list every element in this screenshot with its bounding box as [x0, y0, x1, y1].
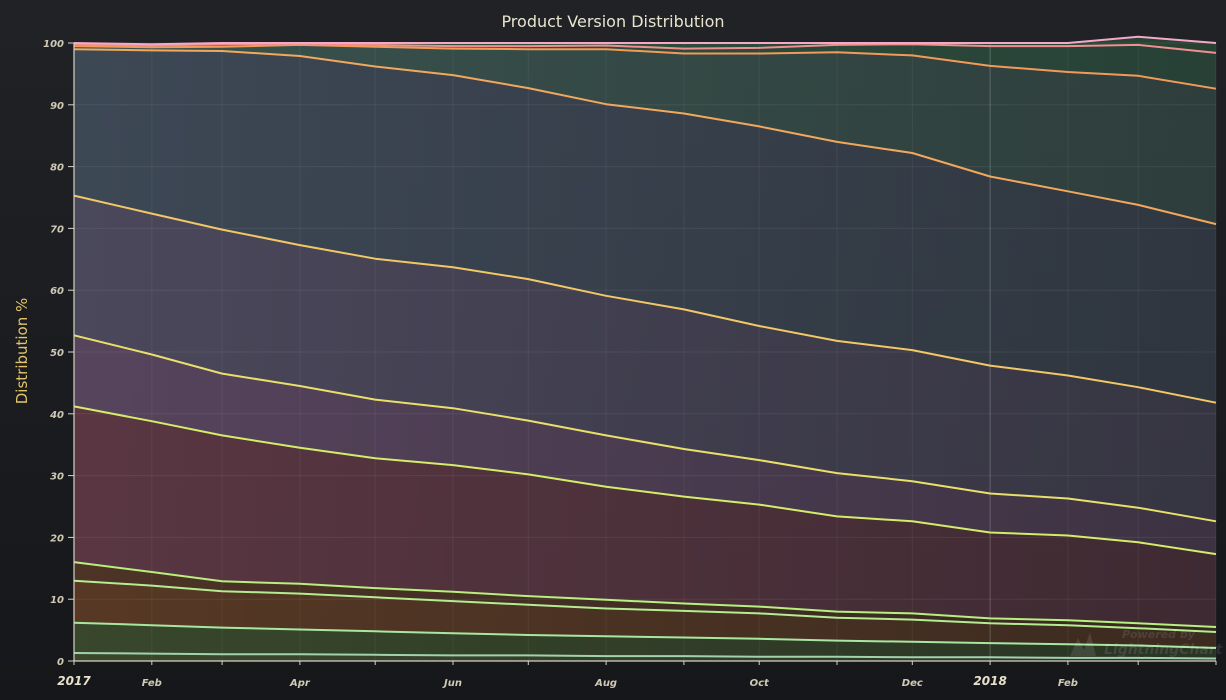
y-tick-label: 40	[49, 410, 64, 421]
y-tick-label: 100	[43, 39, 64, 50]
y-tick-label: 50	[50, 348, 64, 359]
y-tick-label: 60	[50, 286, 64, 297]
y-tick-label: 0	[57, 657, 64, 668]
x-tick-label: Feb	[142, 678, 162, 689]
y-tick-label: 30	[50, 472, 64, 483]
y-tick-label: 10	[50, 595, 64, 606]
y-tick-label: 90	[50, 101, 64, 112]
watermark-line1: Powered by	[1122, 628, 1196, 641]
x-tick-label: Feb	[1058, 678, 1078, 689]
watermark-line2: LightningChart	[1104, 642, 1224, 658]
x-tick-label: Apr	[289, 678, 311, 689]
x-tick-label: Oct	[750, 678, 770, 689]
x-tick-label: Jun	[442, 678, 462, 689]
y-tick-label: 70	[50, 224, 64, 235]
y-tick-label: 20	[50, 533, 64, 544]
y-axis-label: Distribution %	[13, 298, 31, 405]
x-tick-label: Aug	[594, 678, 617, 689]
x-tick-label: Dec	[902, 678, 923, 689]
x-tick-label: 2018	[973, 674, 1006, 688]
y-tick-label: 80	[50, 163, 64, 174]
area-layer	[74, 37, 1216, 661]
x-tick-label: 2017	[57, 674, 91, 688]
chart-title: Product Version Distribution	[501, 12, 724, 31]
